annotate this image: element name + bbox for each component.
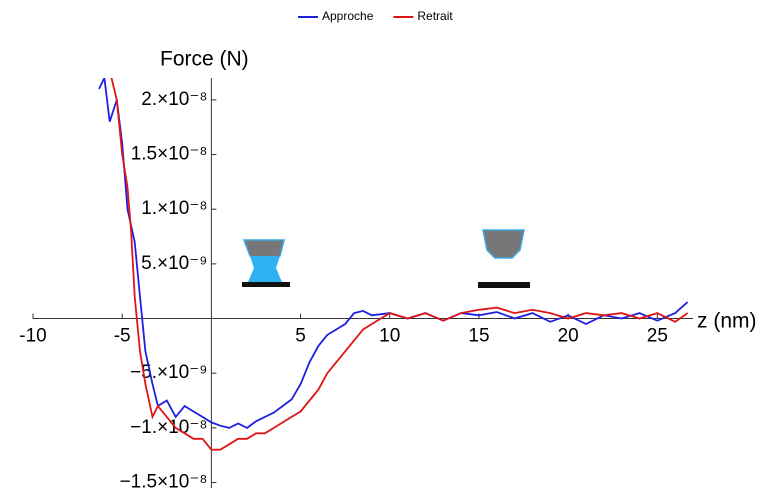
series-line — [110, 78, 689, 451]
x-tick-label: -5 — [114, 326, 131, 347]
x-tick-label: -10 — [19, 326, 46, 347]
x-tick-label: 10 — [379, 326, 400, 347]
y-tick-label: 1.5×10⁻⁸ — [131, 144, 208, 165]
y-tick-label: −1.×10⁻⁸ — [130, 417, 207, 438]
series-line — [98, 78, 689, 429]
y-tick-label: −1.5×10⁻⁸ — [120, 472, 208, 493]
y-tick-label: 1.×10⁻⁸ — [141, 198, 207, 219]
legend-label: Approche — [322, 9, 374, 23]
legend-label: Retrait — [417, 9, 453, 23]
x-tick-label: 5 — [295, 326, 306, 347]
y-tick-label: 5.×10⁻⁹ — [141, 253, 207, 274]
plot-area — [98, 78, 689, 451]
y-tick-label: 2.×10⁻⁸ — [141, 89, 207, 110]
x-axis-label: z (nm) — [697, 310, 757, 333]
y-axis-label: Force (N) — [160, 48, 249, 71]
x-tick-label: 15 — [468, 326, 489, 347]
x-tick-label: 20 — [558, 326, 579, 347]
x-tick-label: 25 — [647, 326, 668, 347]
icon-wet — [242, 239, 290, 287]
icon-dry — [478, 229, 530, 288]
